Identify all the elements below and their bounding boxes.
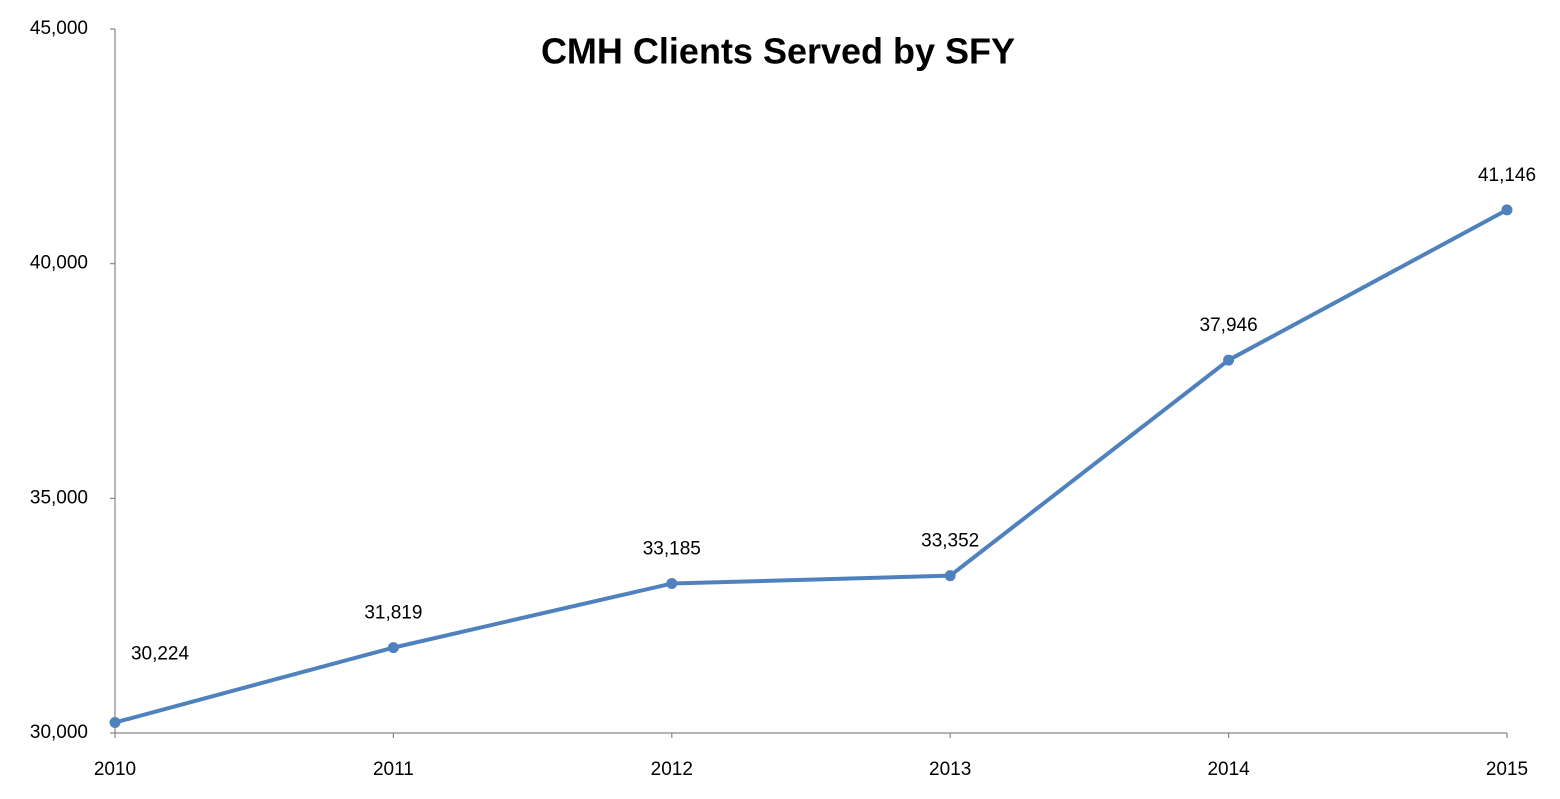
data-label: 30,224 <box>131 644 190 665</box>
data-point <box>387 642 399 654</box>
line-series <box>114 208 1508 725</box>
data-label: 31,819 <box>364 603 422 624</box>
x-tick-label: 2014 <box>1207 759 1250 780</box>
data-label: 37,946 <box>1200 315 1258 336</box>
y-tick-label: 30,000 <box>30 722 88 743</box>
data-label: 33,352 <box>921 531 979 552</box>
data-point <box>1223 354 1235 366</box>
y-tick-label: 40,000 <box>30 253 88 274</box>
y-tick-label: 45,000 <box>30 18 88 39</box>
x-tick-label: 2015 <box>1486 759 1528 780</box>
x-tick-label: 2013 <box>929 759 971 780</box>
x-tick-label: 2010 <box>94 759 136 780</box>
x-tick-label: 2011 <box>373 759 414 780</box>
data-point <box>109 716 121 728</box>
chart-title: CMH Clients Served by SFY <box>541 31 1015 72</box>
data-point <box>1501 204 1513 216</box>
x-tick-label: 2012 <box>651 759 693 780</box>
data-label: 33,185 <box>643 539 701 560</box>
y-tick-label: 35,000 <box>30 487 88 508</box>
data-point <box>944 570 956 582</box>
data-label: 41,146 <box>1478 165 1536 186</box>
data-point <box>666 578 678 590</box>
